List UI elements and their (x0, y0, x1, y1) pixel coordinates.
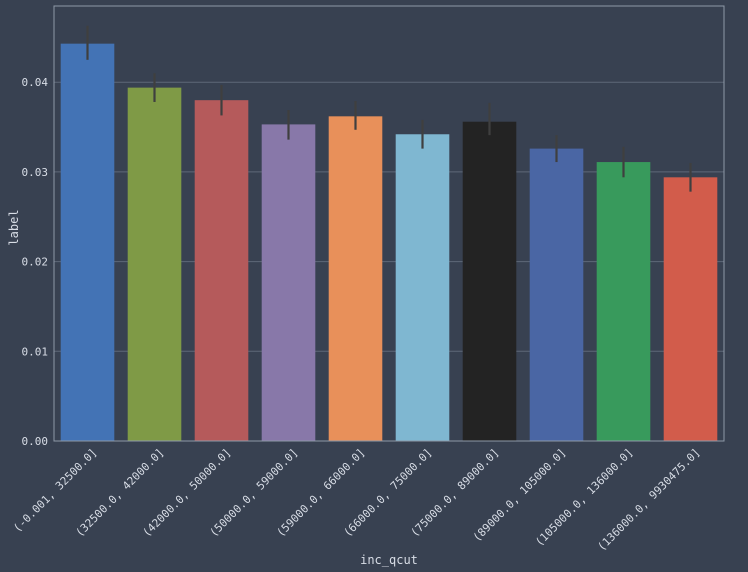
y-tick-label: 0.02 (22, 256, 49, 269)
y-tick-label: 0.00 (22, 435, 49, 448)
y-tick-labels: 0.00 0.01 0.02 0.03 0.04 (22, 76, 49, 448)
x-tick-labels: (-0.001, 32500.0](32500.0, 42000.0](4200… (11, 446, 703, 554)
bar (395, 134, 450, 441)
y-tick-label: 0.04 (22, 76, 49, 89)
x-axis-label: inc_qcut (360, 553, 418, 567)
bar (328, 116, 383, 442)
y-tick-label: 0.03 (22, 166, 49, 179)
bar (127, 87, 182, 441)
bar (194, 100, 249, 441)
y-axis-label: label (7, 209, 21, 245)
bar (596, 162, 651, 441)
bar (462, 121, 517, 441)
bar (529, 148, 584, 441)
bars (60, 43, 718, 442)
plot-frame (53, 5, 725, 442)
y-tick-label: 0.01 (22, 345, 49, 358)
bar (663, 177, 718, 442)
bar (261, 124, 316, 441)
error-bars (86, 25, 692, 192)
bar (60, 43, 115, 441)
